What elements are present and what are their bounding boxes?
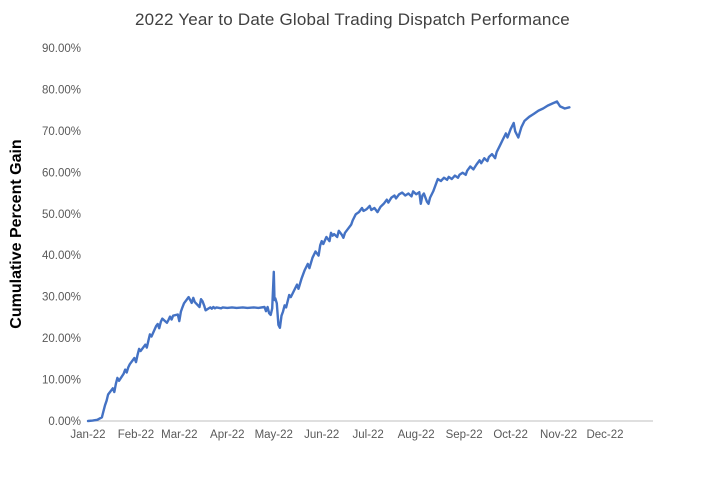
x-tick-label: Sep-22: [446, 429, 483, 441]
y-tick-label: 60.00%: [42, 167, 81, 179]
x-tick-label: Aug-22: [398, 429, 435, 441]
x-tick-label: Dec-22: [586, 429, 623, 441]
x-tick-label: Apr-22: [210, 429, 245, 441]
x-tick-label: Nov-22: [540, 429, 577, 441]
y-tick-label: 90.00%: [42, 43, 81, 55]
y-tick-label: 40.00%: [42, 250, 81, 262]
x-tick-label: Feb-22: [118, 429, 154, 441]
x-tick-label: Jan-22: [70, 429, 105, 441]
x-tick-label: May-22: [255, 429, 293, 441]
x-tick-label: Jul-22: [353, 429, 384, 441]
y-tick-label: 80.00%: [42, 84, 81, 96]
y-tick-label: 20.00%: [42, 333, 81, 345]
y-tick-label: 10.00%: [42, 375, 81, 387]
chart-title: 2022 Year to Date Global Trading Dispatc…: [135, 10, 570, 29]
y-tick-label: 50.00%: [42, 209, 81, 221]
y-tick-label: 0.00%: [48, 416, 81, 428]
y-tick-label: 30.00%: [42, 292, 81, 304]
x-tick-label: Oct-22: [493, 429, 528, 441]
series-line: [86, 100, 571, 423]
x-tick-label: Mar-22: [161, 429, 197, 441]
y-tick-label: 70.00%: [42, 126, 81, 138]
x-tick-label: Jun-22: [304, 429, 339, 441]
